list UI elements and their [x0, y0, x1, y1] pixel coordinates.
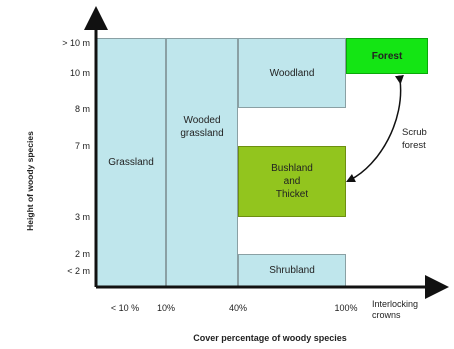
x-end-label: Interlocking crowns	[372, 299, 419, 320]
wooded-grassland-region: Wooded grassland	[166, 38, 238, 287]
grassland-region: Grassland	[96, 38, 166, 287]
y-tick-label: 10 m	[69, 68, 90, 78]
y-axis-label: Height of woody species	[25, 131, 35, 231]
shrubland-label: Shrubland	[269, 265, 315, 276]
forest-label: Forest	[371, 50, 403, 62]
wooded-grassland-label: Wooded grassland	[180, 114, 224, 139]
forest-region: Forest	[346, 38, 428, 74]
y-tick-label: < 2 m	[67, 266, 90, 276]
x-axis-label: Cover percentage of woody species	[193, 333, 347, 343]
x-tick-label: 10%	[156, 303, 175, 313]
scrub-forest-label: Scrub forest	[402, 127, 427, 151]
y-tick-label: > 10 m	[62, 38, 90, 48]
x-tick-label: 100%	[334, 303, 358, 313]
grassland-label: Grassland	[108, 157, 154, 168]
scrub-forest-arrow	[345, 74, 404, 183]
x-tick-label: < 10 %	[110, 303, 140, 313]
shrubland-region: Shrubland	[238, 254, 346, 287]
bushland-thicket-region: Bushland and Thicket	[238, 146, 346, 217]
y-tick-label: 3 m	[74, 212, 90, 222]
y-tick-label: 8 m	[74, 104, 90, 114]
x-tick-label: 40%	[228, 303, 247, 313]
woodland-label: Woodland	[269, 67, 315, 79]
y-tick-label: 7 m	[74, 141, 90, 151]
bushland-thicket-label: Bushland and Thicket	[271, 163, 313, 200]
woodland-region: Woodland	[238, 38, 346, 108]
y-tick-label: 2 m	[74, 249, 90, 259]
